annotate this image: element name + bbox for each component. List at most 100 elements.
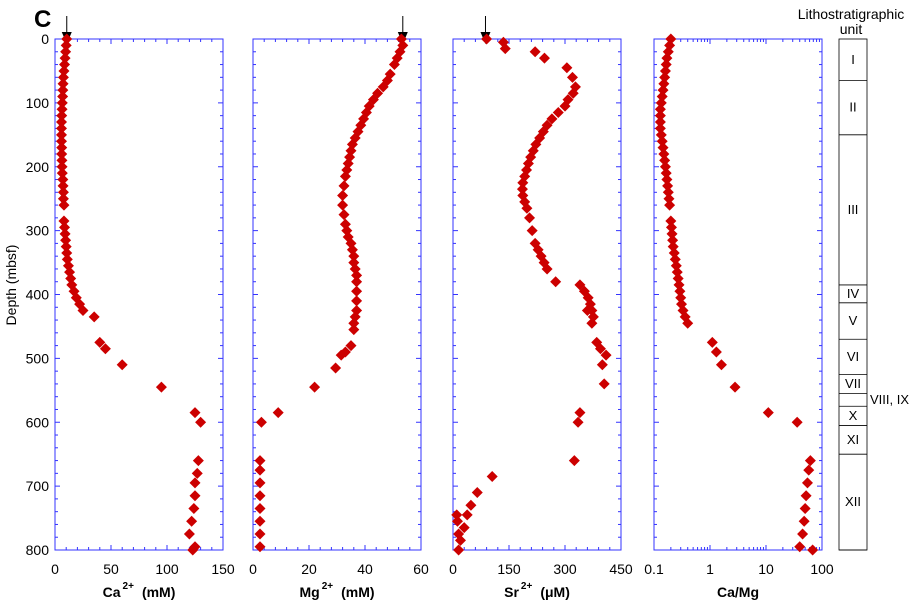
data-point: [57, 193, 69, 205]
data-point: [659, 154, 671, 166]
data-point: [661, 52, 673, 64]
data-point: [654, 110, 666, 122]
data-point: [568, 455, 580, 467]
data-point: [338, 180, 350, 192]
data-point: [57, 186, 69, 198]
litho-header-unit: unit: [840, 21, 863, 37]
data-point: [465, 499, 477, 511]
data-point: [57, 180, 69, 192]
data-point: [566, 71, 578, 83]
data-point: [481, 33, 493, 45]
data-point: [254, 515, 266, 527]
data-point: [654, 116, 666, 128]
data-point: [673, 279, 685, 291]
data-point: [337, 199, 349, 211]
data-point: [451, 509, 463, 521]
x-tick-label: 100: [155, 561, 179, 577]
data-point: [657, 84, 669, 96]
data-point: [345, 340, 357, 352]
data-point: [348, 324, 360, 336]
data-point: [799, 502, 811, 514]
x-tick-label: 1: [706, 561, 714, 577]
data-point: [189, 477, 201, 489]
x-axis-label: Ca 2+ (mM): [103, 581, 176, 600]
data-point: [666, 228, 678, 240]
data-point: [581, 304, 593, 316]
data-point: [55, 122, 67, 134]
data-point: [189, 407, 201, 419]
data-point: [272, 407, 284, 419]
data-point: [351, 269, 363, 281]
data-point: [798, 515, 810, 527]
litho-unit-label: X: [849, 408, 858, 423]
data-point: [56, 97, 68, 109]
data-point: [255, 416, 267, 428]
x-tick-label: 450: [609, 561, 633, 577]
data-point: [189, 490, 201, 502]
data-point: [254, 455, 266, 467]
data-point: [661, 174, 673, 186]
x-tick-label: 0: [51, 561, 59, 577]
data-point: [541, 263, 553, 275]
data-point: [516, 183, 528, 195]
data-point: [59, 52, 71, 64]
data-point: [88, 311, 100, 323]
litho-unit-label: VIII, IX: [870, 392, 909, 407]
data-point: [191, 467, 203, 479]
data-point: [348, 250, 360, 262]
data-point: [60, 46, 72, 58]
litho-unit-label: XII: [845, 494, 861, 509]
x-tick-label: 150: [211, 561, 235, 577]
panel-label: C: [34, 6, 51, 33]
data-point: [453, 528, 465, 540]
x-tick-label: 60: [413, 561, 429, 577]
data-point: [762, 407, 774, 419]
litho-unit-label: VI: [847, 349, 859, 364]
data-point: [486, 471, 498, 483]
y-tick-label: 700: [26, 478, 50, 494]
data-point: [596, 359, 608, 371]
data-point: [254, 477, 266, 489]
data-point: [94, 336, 106, 348]
data-point: [351, 295, 363, 307]
data-point: [659, 71, 671, 83]
x-tick-label: 0: [249, 561, 257, 577]
data-point: [664, 199, 676, 211]
litho-unit-label: II: [849, 100, 856, 115]
panel-ca-mg: 0.1 1 10 100 Ca/Mg: [644, 33, 834, 600]
data-point: [57, 174, 69, 186]
y-tick-label: 400: [26, 287, 50, 303]
data-point: [521, 202, 533, 214]
data-point: [58, 65, 70, 77]
data-point: [453, 544, 465, 556]
data-point: [351, 276, 363, 288]
data-point: [600, 349, 612, 361]
data-point: [675, 292, 687, 304]
data-point: [538, 52, 550, 64]
litho-unit-label: IV: [847, 286, 860, 301]
y-axis-ticks: [453, 38, 621, 551]
y-tick-label: 500: [26, 350, 50, 366]
data-point: [388, 59, 400, 71]
panel-ca: 0 100 200 300 400 500 600 700 800 0 50 100 150 Ca 2+…: [26, 16, 235, 600]
litho-unit-label: I: [851, 52, 855, 67]
data-point: [61, 33, 73, 45]
data-point: [337, 189, 349, 201]
data-points: [654, 33, 819, 556]
data-point: [57, 78, 69, 90]
data-point: [471, 487, 483, 499]
data-point: [254, 528, 266, 540]
data-point: [116, 359, 128, 371]
litho-unit-label: XI: [847, 432, 859, 447]
y-tick-label: 600: [26, 414, 50, 430]
data-point: [57, 71, 69, 83]
data-point: [339, 170, 351, 182]
data-point: [657, 142, 669, 154]
data-point: [330, 362, 342, 374]
data-point: [461, 509, 473, 521]
data-point: [672, 273, 684, 285]
data-point: [57, 90, 69, 102]
data-point: [451, 515, 463, 527]
data-point: [55, 135, 67, 147]
data-point: [658, 148, 670, 160]
